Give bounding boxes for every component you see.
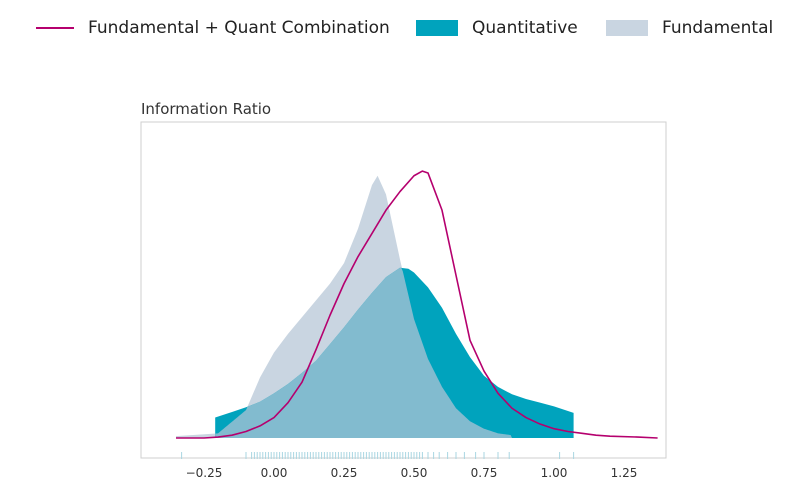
x-tick-label: 0.25 — [331, 466, 358, 480]
legend-item-fundamental: Fundamental — [606, 14, 773, 42]
legend-swatch-combination — [36, 27, 74, 29]
legend-label-quantitative: Quantitative — [472, 18, 578, 38]
overlap-area-layer — [215, 267, 512, 438]
plot-frame — [140, 121, 667, 459]
rug-layer — [181, 452, 575, 459]
legend-swatch-fundamental — [606, 20, 648, 36]
x-tick-label: 1.25 — [611, 466, 638, 480]
chart-title: Information Ratio — [141, 100, 272, 118]
x-tick-label: 0.50 — [401, 466, 428, 480]
x-tick-label: −0.25 — [186, 466, 223, 480]
combination-line — [176, 170, 658, 439]
x-axis-ticks: −0.25 0.00 0.25 0.50 0.75 1.00 1.25 — [186, 466, 638, 480]
legend-swatch-quantitative — [416, 20, 458, 36]
x-tick-label: 0.75 — [471, 466, 498, 480]
legend-label-fundamental: Fundamental — [662, 18, 774, 38]
x-tick-label: 1.00 — [541, 466, 568, 480]
legend-item-combination: Fundamental + Quant Combination — [36, 14, 390, 42]
legend-item-quantitative: Quantitative — [416, 14, 578, 42]
legend-label-combination: Fundamental + Quant Combination — [88, 18, 390, 38]
legend: Fundamental + Quant Combination Quantita… — [0, 14, 800, 42]
combination-line-layer — [176, 170, 658, 439]
x-tick-label: 0.00 — [261, 466, 288, 480]
overlap-area — [215, 267, 512, 438]
